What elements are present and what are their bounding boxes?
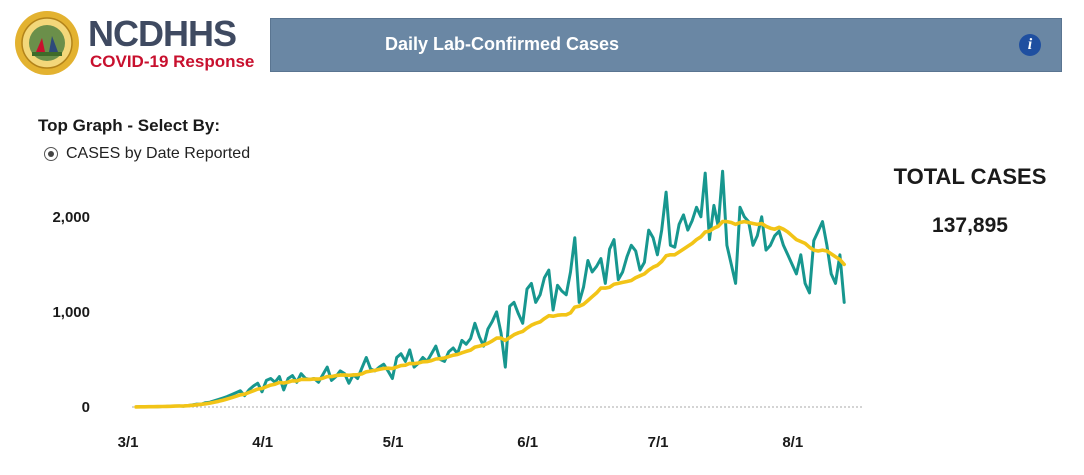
radio-label: CASES by Date Reported [66,145,251,162]
radio-cases-by-date[interactable]: CASES by Date Reported [44,144,250,164]
page-title: Daily Lab-Confirmed Cases [385,34,620,54]
x-tick-label: 7/1 [648,434,669,451]
y-axis: 0 1,000 2,000 [52,209,862,416]
series-layer [134,169,847,409]
nc-state-seal-icon [15,11,79,75]
x-tick-label: 8/1 [782,434,803,451]
brand-subtitle: COVID-19 Response [90,52,255,71]
title-banner: Daily Lab-Confirmed Cases i [270,18,1062,72]
brand-name: NCDHHS [88,13,237,54]
ncdhhs-logo: NCDHHS COVID-19 Response [14,10,276,76]
x-tick-label: 3/1 [118,434,139,451]
x-tick-label: 4/1 [252,434,273,451]
total-cases-value: 137,895 [932,214,1008,237]
y-tick-label: 0 [82,399,90,416]
y-tick-label: 2,000 [52,209,90,226]
daily-cases-line [134,169,846,409]
total-cases-label: TOTAL CASES [893,164,1047,189]
x-axis: 3/1 4/1 5/1 6/1 7/1 8/1 [118,434,804,451]
moving-average-line [134,219,847,409]
x-tick-label: 5/1 [383,434,404,451]
x-tick-label: 6/1 [517,434,538,451]
info-icon[interactable]: i [1019,34,1041,56]
y-tick-label: 1,000 [52,304,90,321]
select-by-heading: Top Graph - Select By: [38,116,220,135]
radio-button-icon[interactable] [44,147,58,161]
